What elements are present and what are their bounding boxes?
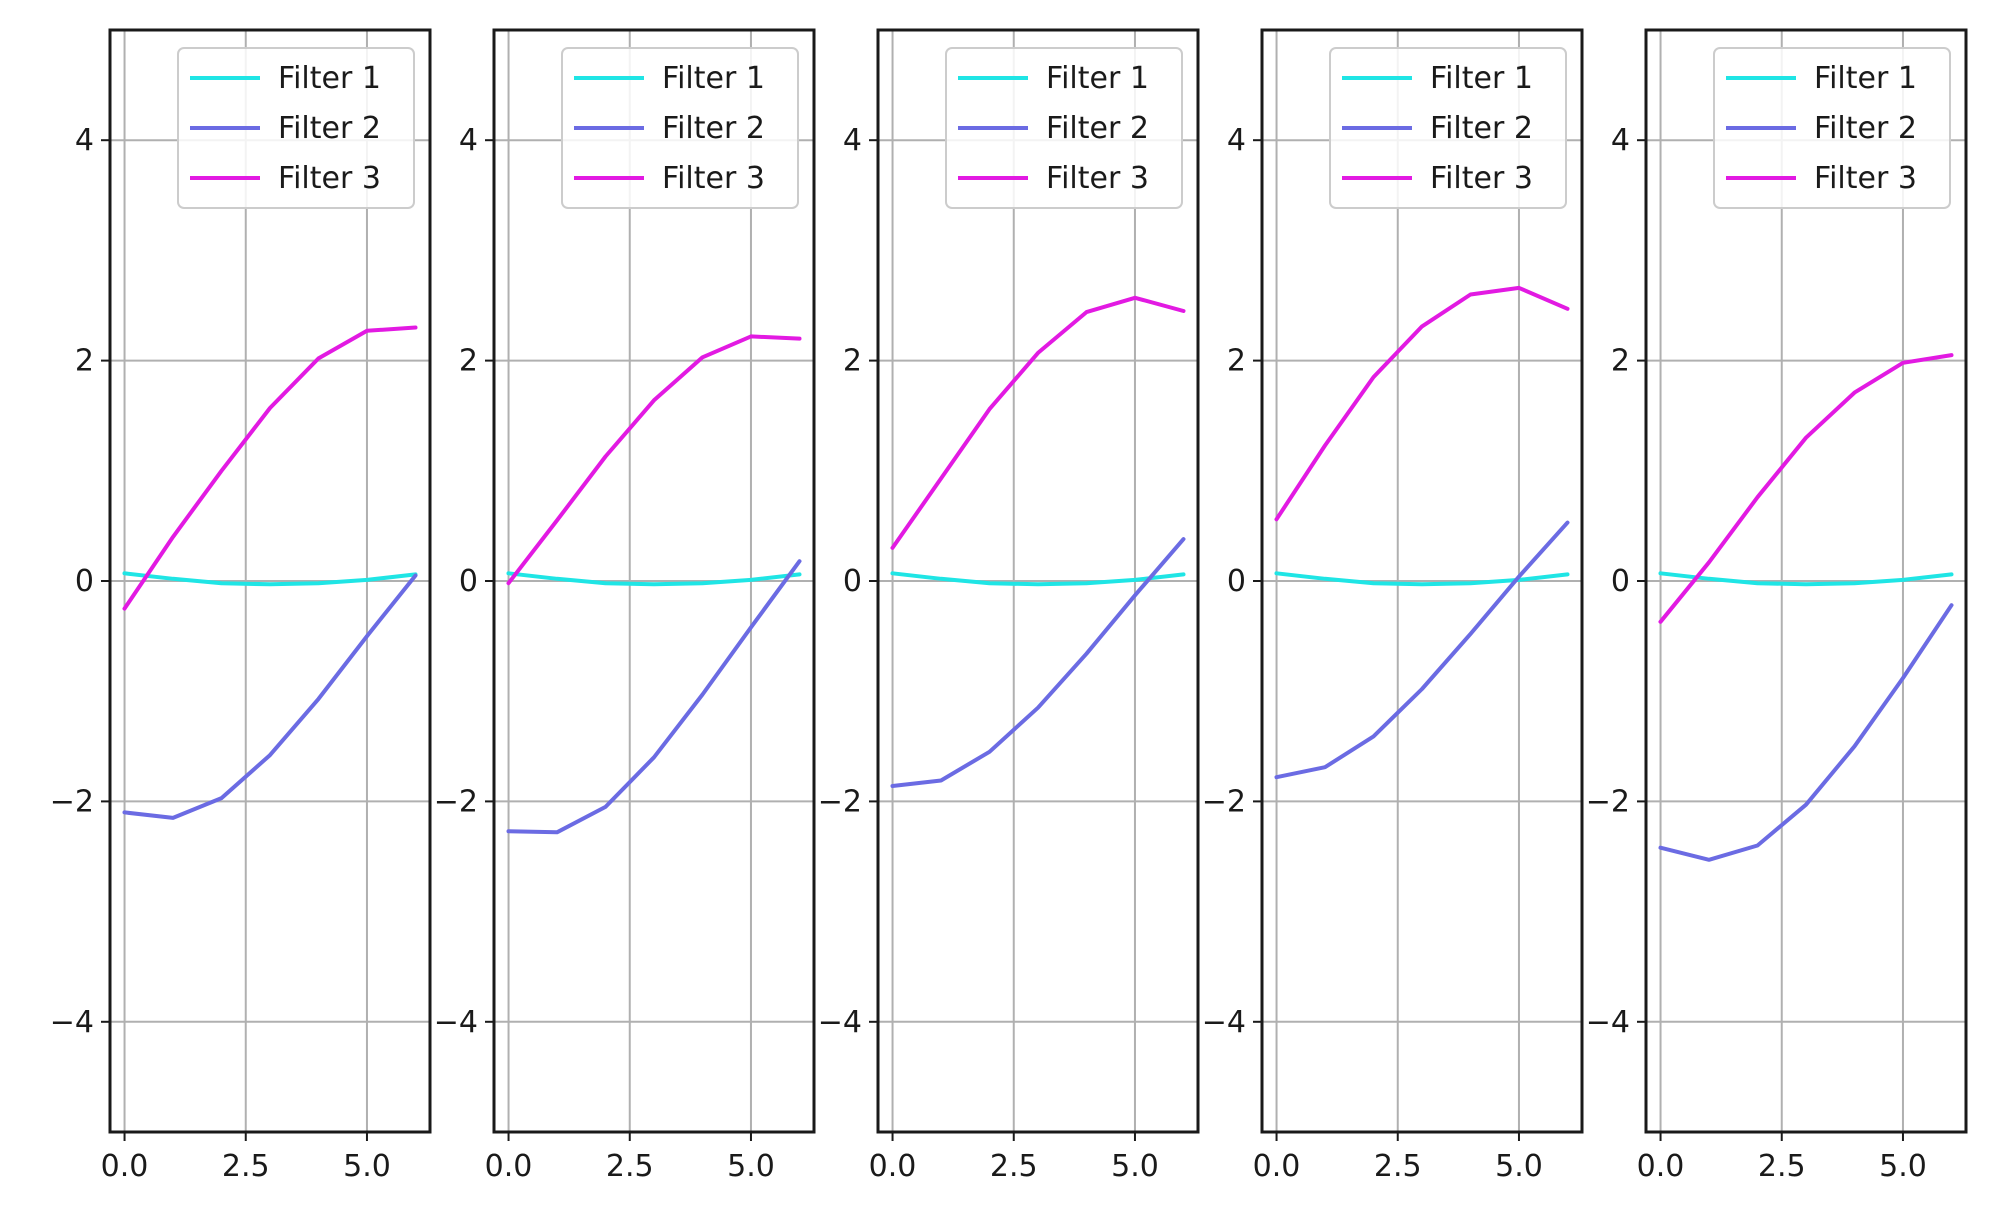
y-tick-label: 4 — [1227, 123, 1246, 158]
series-line-filter-1 — [506, 571, 802, 587]
chart-panel-4: 0.0 2.5 5.0 4 2 0 −2 −4 Filter 1 Filter 2 Filter 3 — [1202, 28, 1584, 1184]
x-tick-label: 5.0 — [1111, 1149, 1159, 1184]
y-tick-label: 0 — [843, 564, 862, 599]
y-tick-label: 2 — [75, 344, 94, 379]
legend-label-filter-2: Filter 2 — [1046, 111, 1149, 146]
series-line-filter-3 — [122, 325, 418, 611]
x-tick-label: 5.0 — [1495, 1149, 1543, 1184]
legend-label-filter-1: Filter 1 — [662, 61, 765, 96]
legend-label-filter-2: Filter 2 — [278, 111, 381, 146]
x-tick-label: 2.5 — [1374, 1149, 1422, 1184]
series-line-filter-2 — [890, 537, 1186, 788]
series-line-filter-2 — [506, 559, 802, 835]
legend-label-filter-1: Filter 1 — [1046, 61, 1149, 96]
y-tick-label: 0 — [75, 564, 94, 599]
x-tick-label: 2.5 — [606, 1149, 654, 1184]
x-tick-label: 2.5 — [1758, 1149, 1806, 1184]
y-tick-label: 4 — [459, 123, 478, 158]
x-tick-label: 0.0 — [1253, 1149, 1301, 1184]
legend-label-filter-3: Filter 3 — [1814, 161, 1917, 196]
legend-box — [561, 47, 799, 209]
y-tick-label: 4 — [843, 123, 862, 158]
series-line-filter-1 — [890, 571, 1186, 587]
y-tick-label: −4 — [818, 1005, 862, 1040]
legend-box — [1329, 47, 1567, 209]
series-line-filter-3 — [1274, 285, 1570, 522]
y-tick-label: 2 — [459, 344, 478, 379]
legend-label-filter-3: Filter 3 — [278, 161, 381, 196]
legend-label-filter-3: Filter 3 — [1046, 161, 1149, 196]
x-tick-label: 0.0 — [485, 1149, 533, 1184]
legend-label-filter-1: Filter 1 — [1814, 61, 1917, 96]
y-tick-label: 0 — [1227, 564, 1246, 599]
series-line-filter-3 — [1658, 353, 1954, 624]
x-tick-label: 0.0 — [869, 1149, 917, 1184]
legend-box — [945, 47, 1183, 209]
series-line-filter-2 — [1274, 520, 1570, 780]
y-tick-label: 2 — [1227, 344, 1246, 379]
x-tick-label: 2.5 — [222, 1149, 270, 1184]
legend-label-filter-2: Filter 2 — [1814, 111, 1917, 146]
series-line-filter-1 — [122, 571, 418, 587]
y-tick-label: −2 — [1586, 784, 1630, 819]
y-tick-label: −2 — [1202, 784, 1246, 819]
y-tick-label: −4 — [1202, 1005, 1246, 1040]
chart-panel-5: 0.0 2.5 5.0 4 2 0 −2 −4 Filter 1 Filter 2 Filter 3 — [1586, 28, 1968, 1184]
legend-label-filter-2: Filter 2 — [662, 111, 765, 146]
x-tick-label: 5.0 — [1879, 1149, 1927, 1184]
y-tick-label: 4 — [75, 123, 94, 158]
legend-label-filter-3: Filter 3 — [1430, 161, 1533, 196]
series-line-filter-2 — [122, 573, 418, 820]
legend-label-filter-1: Filter 1 — [278, 61, 381, 96]
series-line-filter-1 — [1274, 571, 1570, 587]
chart-panel-1: 0.0 2.5 5.0 4 2 0 −2 −4 Filter 1 Filter 2 Filter 3 — [50, 28, 432, 1184]
series-line-filter-1 — [1658, 571, 1954, 587]
x-tick-label: 5.0 — [343, 1149, 391, 1184]
chart-panel-3: 0.0 2.5 5.0 4 2 0 −2 −4 Filter 1 Filter 2 Filter 3 — [818, 28, 1200, 1184]
series-line-filter-3 — [890, 295, 1186, 550]
y-tick-label: −2 — [818, 784, 862, 819]
chart-panel-2: 0.0 2.5 5.0 4 2 0 −2 −4 Filter 1 Filter 2 Filter 3 — [434, 28, 816, 1184]
y-tick-label: −2 — [434, 784, 478, 819]
y-tick-label: −4 — [434, 1005, 478, 1040]
y-tick-label: −4 — [1586, 1005, 1630, 1040]
y-tick-label: 0 — [459, 564, 478, 599]
legend-label-filter-2: Filter 2 — [1430, 111, 1533, 146]
y-tick-label: 2 — [843, 344, 862, 379]
y-tick-label: 4 — [1611, 123, 1630, 158]
y-tick-label: 0 — [1611, 564, 1630, 599]
series-line-filter-2 — [1658, 603, 1954, 862]
legend-box — [177, 47, 415, 209]
y-tick-label: −4 — [50, 1005, 94, 1040]
x-tick-label: 0.0 — [101, 1149, 149, 1184]
series-line-filter-3 — [506, 334, 802, 586]
y-tick-label: 2 — [1611, 344, 1630, 379]
legend-label-filter-1: Filter 1 — [1430, 61, 1533, 96]
legend-label-filter-3: Filter 3 — [662, 161, 765, 196]
y-tick-label: −2 — [50, 784, 94, 819]
legend-box — [1713, 47, 1951, 209]
x-tick-label: 0.0 — [1637, 1149, 1685, 1184]
x-tick-label: 2.5 — [990, 1149, 1038, 1184]
x-tick-label: 5.0 — [727, 1149, 775, 1184]
